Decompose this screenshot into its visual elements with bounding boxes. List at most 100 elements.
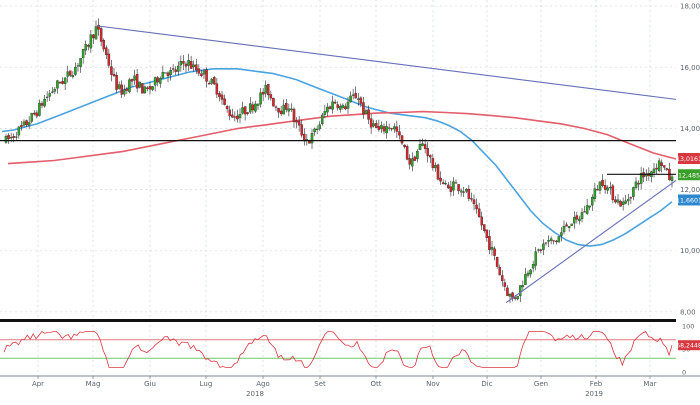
candle-up [547, 240, 550, 242]
candle-up [153, 77, 157, 86]
year-label: 2018 [246, 390, 264, 398]
candle-up [161, 72, 165, 79]
candle-up [310, 133, 314, 144]
candle-down [166, 72, 170, 77]
candle-down [189, 61, 193, 69]
candle-up [593, 188, 597, 199]
candle-up [621, 201, 625, 206]
x-tick-label: Gen [534, 380, 548, 388]
candle-up [66, 71, 69, 77]
candle-down [665, 168, 669, 170]
candle-down [555, 240, 558, 242]
candle-up [22, 121, 26, 126]
candle-up [387, 127, 391, 129]
candle-down [261, 91, 265, 95]
candle-up [670, 176, 674, 181]
candle-down [35, 112, 39, 117]
candle-up [519, 285, 522, 296]
candle-up [627, 198, 630, 202]
candle-up [632, 187, 635, 197]
candle-up [177, 65, 180, 72]
y-tick-label: 12,00 [680, 186, 700, 194]
candle-up [94, 26, 98, 40]
candle-down [205, 69, 208, 82]
candle-down [663, 165, 666, 168]
year-label: 2019 [585, 390, 603, 398]
candle-down [141, 83, 144, 94]
y-tick-label: 14,00 [680, 125, 700, 133]
candle-down [431, 158, 435, 168]
candle-down [303, 133, 306, 142]
candle-down [359, 97, 363, 104]
candle-down [228, 109, 231, 117]
candle-down [213, 77, 216, 85]
price-tag-label: 13,0161 [676, 156, 700, 163]
candle-down [603, 185, 607, 190]
candle-up [84, 44, 87, 51]
candle-up [202, 70, 206, 75]
candle-down [279, 110, 283, 115]
candle-up [357, 98, 360, 100]
candle-up [624, 200, 627, 204]
candle-up [321, 114, 324, 125]
candle-up [588, 205, 591, 208]
candle-down [408, 158, 411, 165]
candle-down [295, 120, 298, 123]
candle-up [465, 189, 468, 192]
candle-up [639, 173, 643, 184]
candle-down [429, 155, 432, 158]
candle-down [439, 177, 442, 182]
candle-down [223, 98, 226, 105]
candle-down [328, 106, 332, 109]
candle-down [377, 126, 381, 130]
candle-up [259, 92, 262, 105]
candle-up [444, 183, 447, 185]
candle-down [33, 112, 36, 115]
candle-down [120, 84, 123, 95]
oscillator-panel: 10050058,2448 [0, 323, 700, 377]
candle-down [146, 87, 149, 89]
candle-up [164, 72, 167, 74]
candle-up [192, 64, 195, 68]
candle-up [652, 168, 656, 173]
osc-y-tick-label: 0 [682, 369, 686, 377]
price-tag-label: 11,6601 [676, 198, 700, 205]
candle-up [580, 212, 584, 220]
candle-up [351, 94, 355, 96]
candle-up [524, 274, 527, 285]
candle-up [542, 243, 545, 250]
candle-down [308, 140, 311, 144]
candle-down [267, 84, 270, 96]
candle-down [426, 148, 429, 156]
candle-down [25, 120, 28, 126]
x-tick-label: Feb [590, 380, 603, 388]
candle-up [364, 110, 368, 115]
candle-down [583, 211, 586, 213]
osc-value-tag-label: 58,2448 [676, 343, 700, 350]
candle-down [467, 188, 471, 199]
candle-down [449, 186, 453, 192]
axis-layer: 18,00 16,00 14,00 12,00 10,00 8,00 Apr Mag Giu Lu… [0, 3, 700, 398]
candle-down [105, 47, 108, 55]
candle-down [423, 144, 427, 149]
candle-down [300, 124, 303, 136]
candle-down [596, 189, 599, 191]
candle-down [272, 97, 275, 107]
candle-down [231, 114, 234, 118]
candle-up [9, 137, 13, 139]
candle-down [87, 44, 90, 47]
candle-up [537, 249, 540, 251]
candle-down [485, 229, 489, 239]
candle-down [506, 287, 509, 296]
candle-down [362, 102, 365, 115]
candle-down [61, 81, 64, 84]
y-tick-label: 16,00 [680, 64, 700, 72]
candle-up [526, 272, 530, 276]
candle-up [318, 124, 321, 130]
price-tag [678, 169, 700, 181]
candle-down [488, 236, 491, 250]
candle-up [341, 104, 345, 108]
candle-down [457, 184, 460, 191]
candle-down [69, 70, 72, 76]
